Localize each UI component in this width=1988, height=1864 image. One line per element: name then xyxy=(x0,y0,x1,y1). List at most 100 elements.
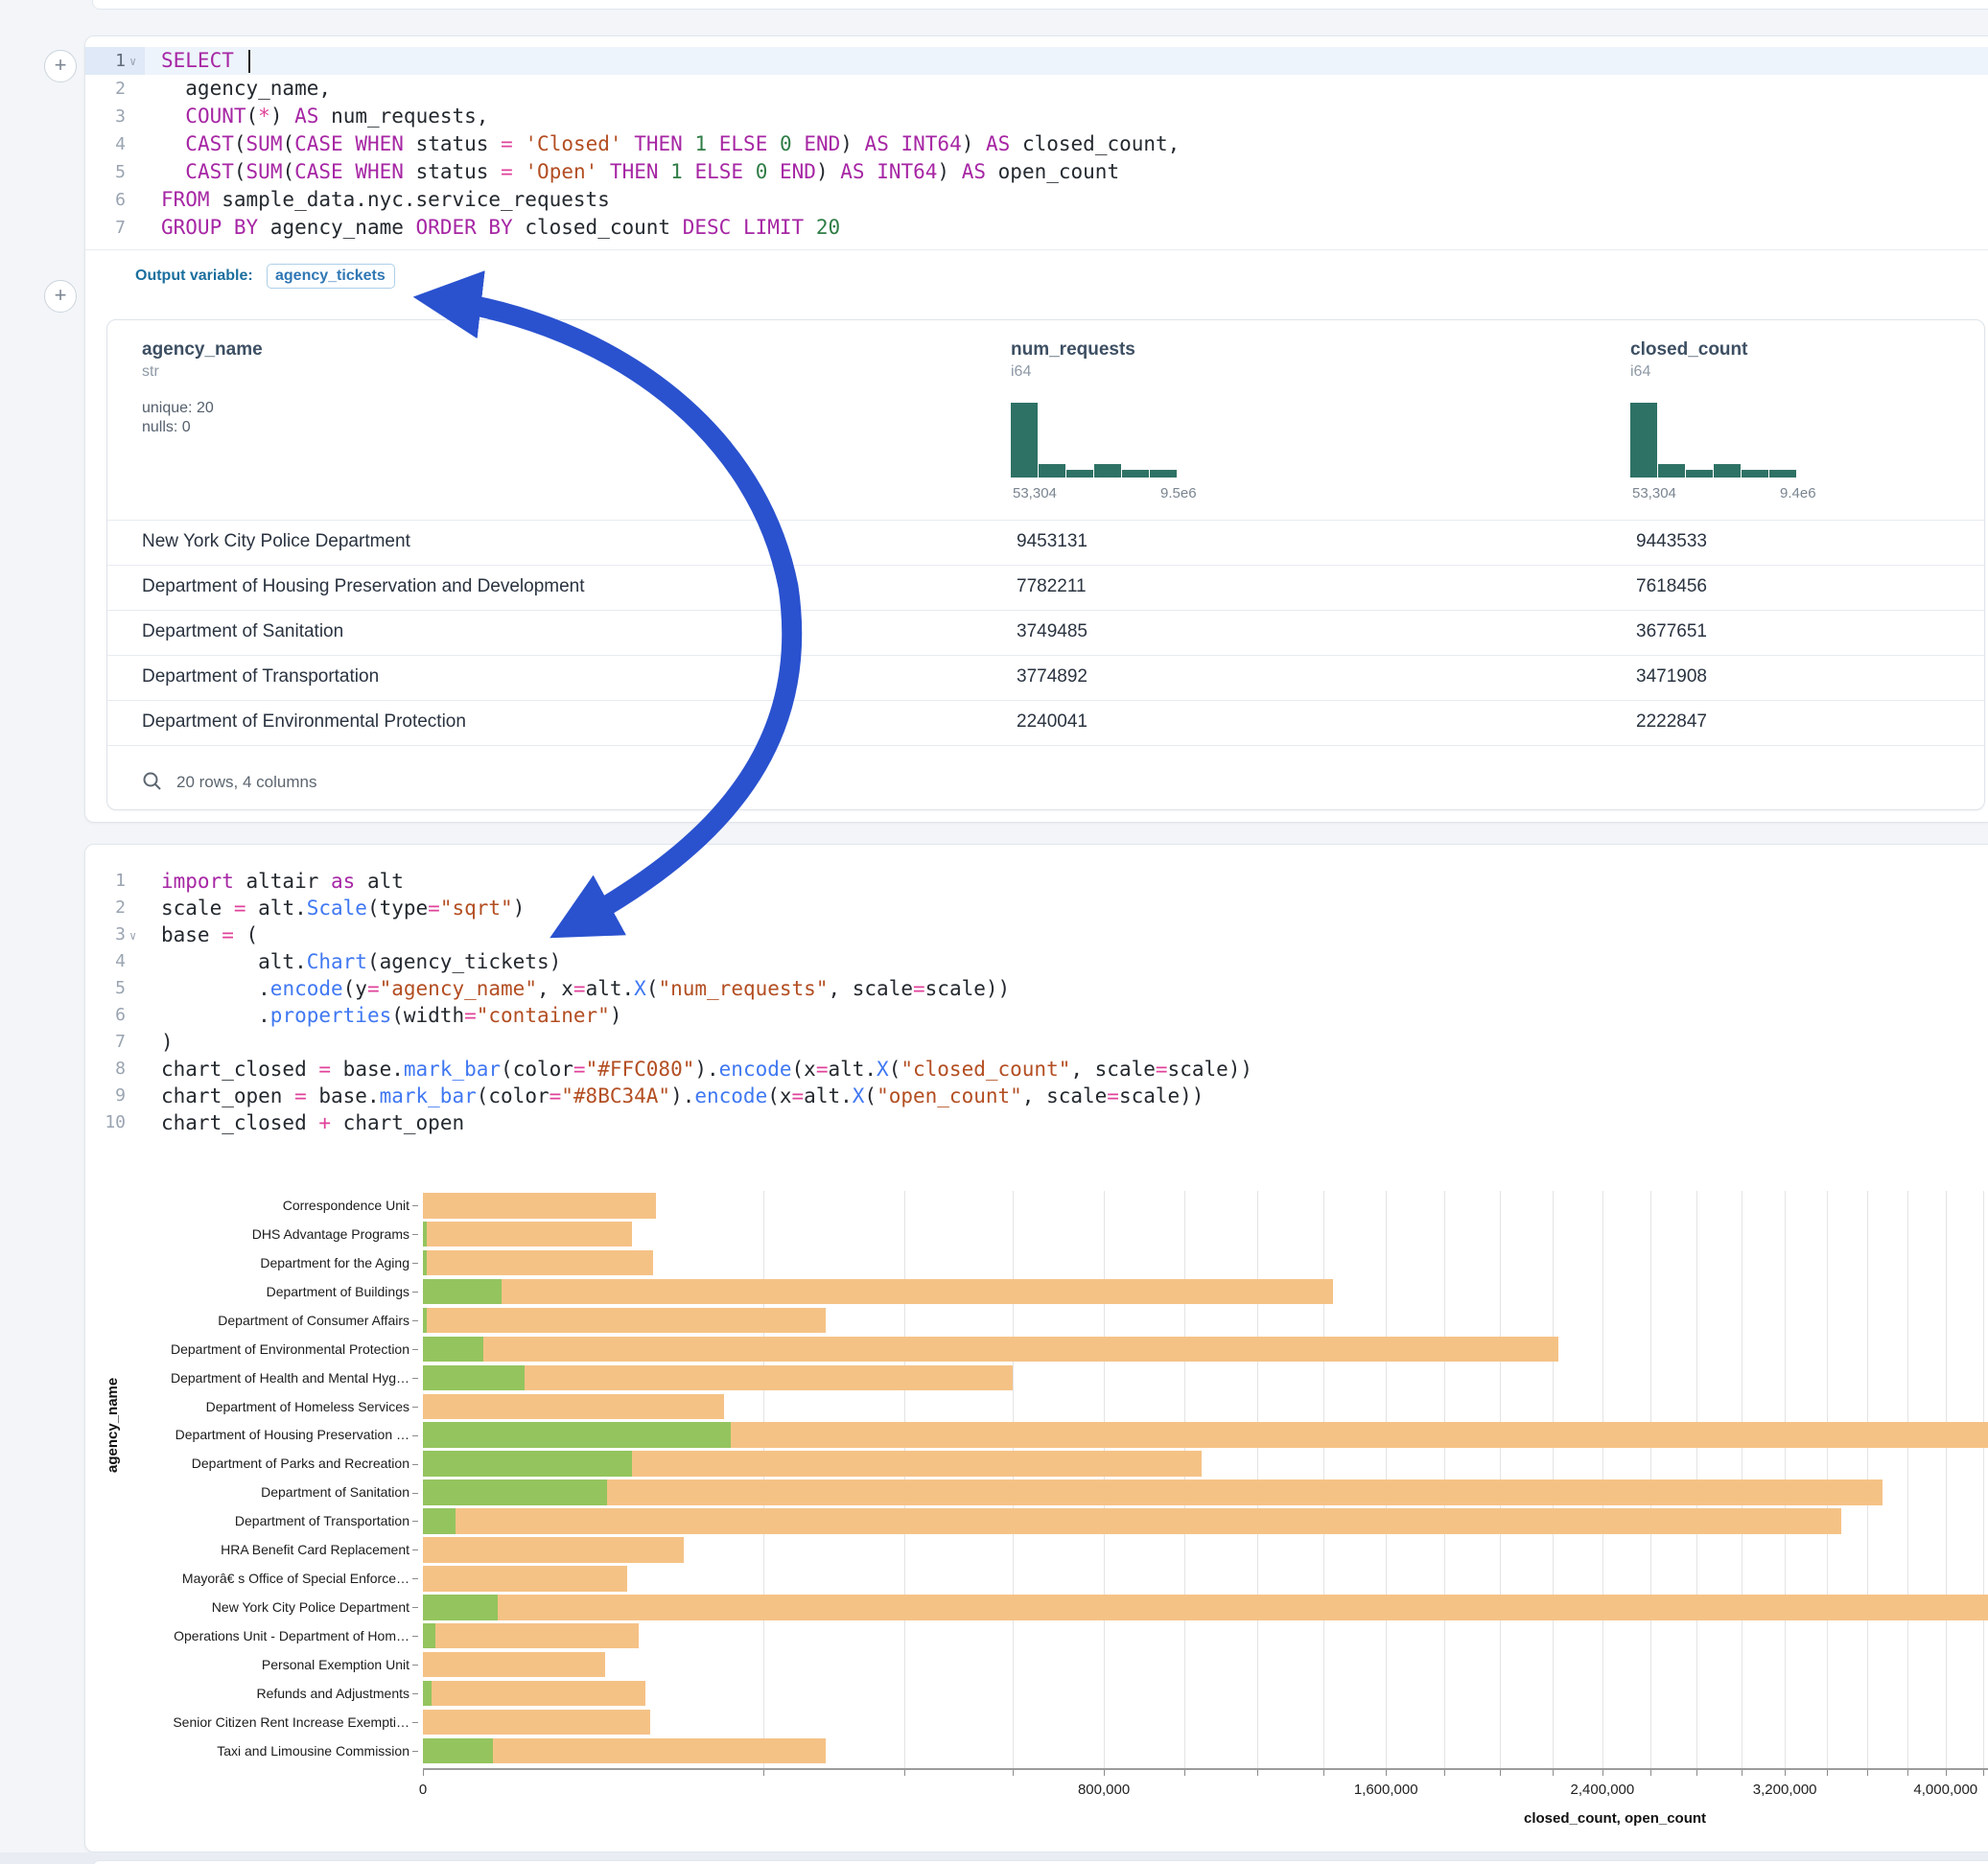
column-header-num-requests[interactable]: num_requests xyxy=(1011,339,1135,360)
python-cell-card: 1 import altair as alt 2 scale = alt.Scale(… xyxy=(84,844,1988,1852)
hist-max-label: 9.5e6 xyxy=(1160,485,1197,501)
output-variable-label: Output variable: xyxy=(135,268,253,284)
hist-min-label: 53,304 xyxy=(1632,485,1676,501)
add-cell-button[interactable]: + xyxy=(44,50,77,82)
code-text: FROM sample_data.nyc.service_requests xyxy=(161,188,610,211)
cell-closed-count[interactable]: 2222847 xyxy=(1636,711,1707,732)
code-line[interactable]: 2 agency_name, xyxy=(85,75,1988,103)
code-text: ) xyxy=(161,1031,174,1054)
category-label: Department of Homeless Services xyxy=(205,1398,409,1414)
code-text: .properties(width="container") xyxy=(161,1004,622,1027)
row-separator xyxy=(107,610,1984,611)
code-line[interactable]: 6 .properties(width="container") xyxy=(85,1002,1988,1029)
sql-cell-card: 1 ∨ SELECT 2 agency_name, 3 COUNT(*) AS num_… xyxy=(84,35,1988,823)
open-count-bar xyxy=(423,1307,428,1334)
cell-divider xyxy=(85,249,1988,250)
gridline xyxy=(1867,1191,1869,1768)
python-editor[interactable]: 1 import altair as alt 2 scale = alt.Scale(… xyxy=(85,868,1988,1140)
category-label: Personal Exemption Unit xyxy=(261,1656,409,1672)
category-tick xyxy=(412,1549,418,1551)
column-header-closed-count[interactable]: closed_count xyxy=(1630,339,1748,360)
cell-closed-count[interactable]: 7618456 xyxy=(1636,576,1707,596)
code-line[interactable]: 5 CAST(SUM(CASE WHEN status = 'Open' THE… xyxy=(85,158,1988,186)
cell-num-requests[interactable]: 9453131 xyxy=(1017,531,1088,551)
line-number: 3 xyxy=(115,924,126,944)
fold-caret-icon[interactable]: ∨ xyxy=(129,929,137,943)
x-tick-label: 800,000 xyxy=(1077,1782,1131,1798)
open-count-bar xyxy=(423,1595,498,1620)
code-line[interactable]: 7) xyxy=(85,1029,1988,1056)
gridline xyxy=(1650,1191,1652,1768)
code-line[interactable]: 9 chart_open = base.mark_bar(color="#8BC3… xyxy=(85,1083,1988,1109)
line-number: 6 xyxy=(115,190,126,210)
code-line[interactable]: 10 chart_closed + chart_open xyxy=(85,1109,1988,1136)
cell-closed-count[interactable]: 3471908 xyxy=(1636,666,1707,687)
row-separator xyxy=(107,700,1984,701)
x-axis-title: closed_count, open_count xyxy=(1524,1810,1707,1827)
cell-agency-name[interactable]: Department of Environmental Protection xyxy=(142,711,466,732)
closed-count-bar xyxy=(423,1193,657,1219)
category-tick xyxy=(412,1693,418,1695)
code-line[interactable]: 3 ∨ base = ( xyxy=(85,921,1988,948)
code-line[interactable]: 6 FROM sample_data.nyc.service_requests xyxy=(85,186,1988,214)
code-text: GROUP BY agency_name ORDER BY closed_cou… xyxy=(161,216,841,239)
x-axis-tick xyxy=(1867,1770,1869,1776)
gridline xyxy=(1323,1191,1325,1768)
add-cell-button[interactable]: + xyxy=(44,280,77,313)
gridline xyxy=(1983,1191,1984,1768)
open-count-bar xyxy=(423,1508,456,1534)
code-line[interactable]: 3 COUNT(*) AS num_requests, xyxy=(85,103,1988,130)
code-text: CAST(SUM(CASE WHEN status = 'Closed' THE… xyxy=(185,132,1181,155)
code-line[interactable]: 1 ∨ SELECT xyxy=(85,47,1988,75)
cell-closed-count[interactable]: 9443533 xyxy=(1636,531,1707,551)
category-tick xyxy=(412,1665,418,1666)
code-text: chart_open = base.mark_bar(color="#8BC34… xyxy=(161,1084,1204,1107)
category-tick xyxy=(412,1377,418,1379)
column-header-agency-name[interactable]: agency_name xyxy=(142,339,263,360)
gridline xyxy=(1183,1191,1185,1768)
category-tick xyxy=(412,1636,418,1638)
category-tick xyxy=(412,1434,418,1436)
output-variable-pill[interactable]: agency_tickets xyxy=(267,264,395,289)
x-axis-line xyxy=(423,1768,1988,1770)
cell-num-requests[interactable]: 3774892 xyxy=(1017,666,1088,687)
x-axis-tick xyxy=(1785,1770,1787,1776)
category-label: Department of Consumer Affairs xyxy=(218,1312,409,1328)
category-label: Mayorâ€ s Office of Special Enforce… xyxy=(181,1571,409,1587)
category-label: Department of Parks and Recreation xyxy=(191,1456,409,1472)
cell-num-requests[interactable]: 2240041 xyxy=(1017,711,1088,732)
category-tick xyxy=(412,1263,418,1265)
search-icon[interactable] xyxy=(142,771,163,792)
category-tick xyxy=(412,1348,418,1350)
gridline xyxy=(1444,1191,1446,1768)
code-text: CAST(SUM(CASE WHEN status = 'Open' THEN … xyxy=(185,160,1120,183)
x-tick-label: 1,600,000 xyxy=(1353,1782,1418,1798)
cell-agency-name[interactable]: Department of Sanitation xyxy=(142,621,344,641)
gridline xyxy=(1696,1191,1698,1768)
x-axis-tick xyxy=(1012,1770,1014,1776)
code-line[interactable]: 1 import altair as alt xyxy=(85,868,1988,895)
category-label: Correspondence Unit xyxy=(282,1198,409,1213)
category-tick xyxy=(412,1205,418,1207)
cell-num-requests[interactable]: 3749485 xyxy=(1017,621,1088,641)
closed-count-bar xyxy=(423,1393,724,1419)
gridline xyxy=(1945,1191,1947,1768)
code-line[interactable]: 8 chart_closed = base.mark_bar(color="#FF… xyxy=(85,1056,1988,1083)
code-line[interactable]: 5 .encode(y="agency_name", x=alt.X("num_… xyxy=(85,975,1988,1002)
histogram-bin xyxy=(1742,470,1768,478)
cell-agency-name[interactable]: New York City Police Department xyxy=(142,531,410,551)
code-line[interactable]: 4 alt.Chart(agency_tickets) xyxy=(85,948,1988,975)
cell-agency-name[interactable]: Department of Transportation xyxy=(142,666,380,687)
sql-editor[interactable]: 1 ∨ SELECT 2 agency_name, 3 COUNT(*) AS num_… xyxy=(85,47,1988,248)
cell-closed-count[interactable]: 3677651 xyxy=(1636,621,1707,641)
cell-num-requests[interactable]: 7782211 xyxy=(1017,576,1087,596)
code-line[interactable]: 7 GROUP BY agency_name ORDER BY closed_co… xyxy=(85,214,1988,242)
category-tick xyxy=(412,1607,418,1609)
code-line[interactable]: 4 CAST(SUM(CASE WHEN status = 'Closed' T… xyxy=(85,130,1988,158)
open-count-bar xyxy=(423,1364,525,1391)
fold-caret-icon[interactable]: ∨ xyxy=(129,55,137,68)
line-number: 2 xyxy=(115,897,126,918)
line-number: 1 xyxy=(85,47,145,75)
cell-agency-name[interactable]: Department of Housing Preservation and D… xyxy=(142,576,585,596)
category-label: Department of Buildings xyxy=(266,1283,409,1299)
